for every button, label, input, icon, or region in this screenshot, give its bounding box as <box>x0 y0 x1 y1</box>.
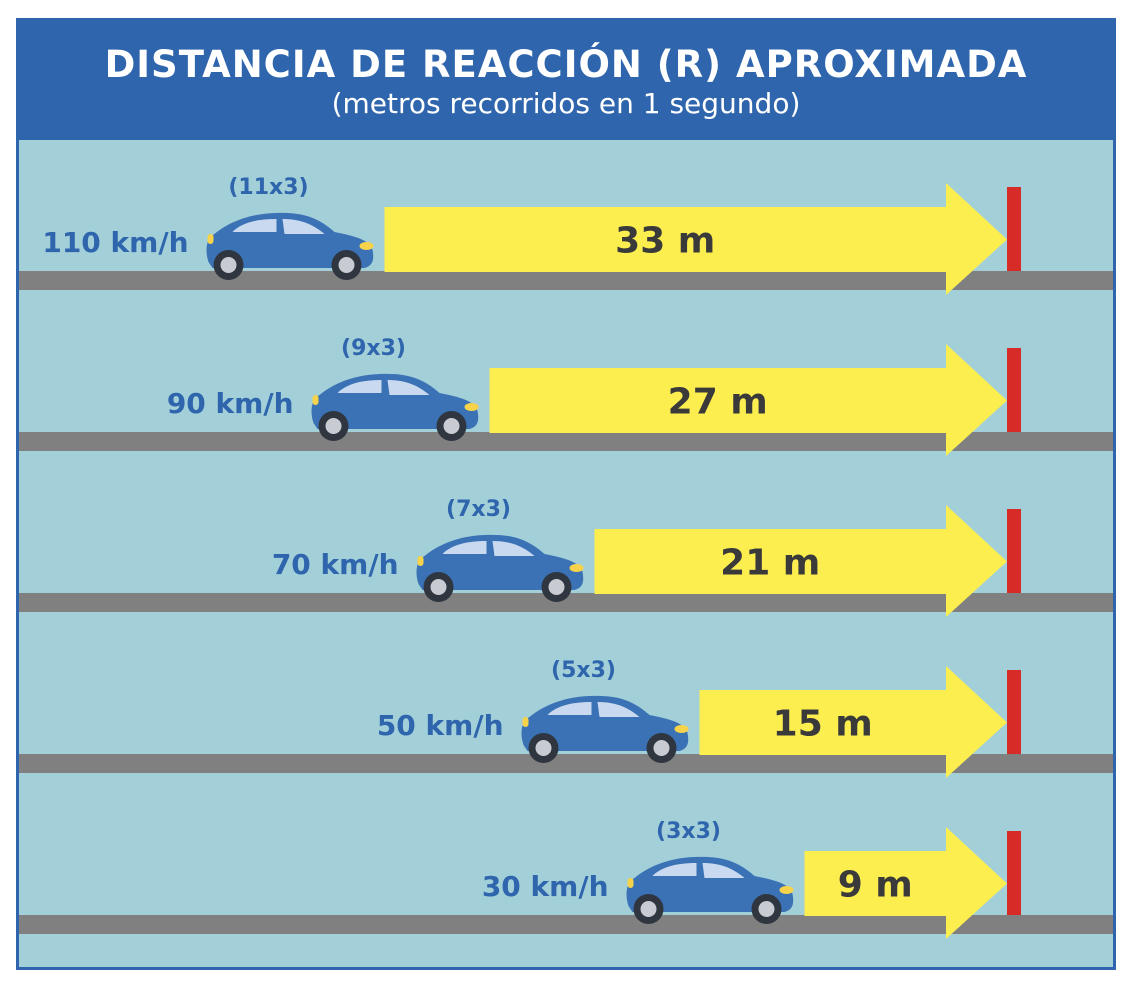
speed-label: 110 km/h <box>42 226 188 259</box>
car-headlight <box>674 725 689 733</box>
car-headlight <box>779 886 794 894</box>
stop-post <box>1007 831 1021 915</box>
car-window <box>652 863 697 876</box>
road <box>19 271 1113 290</box>
speed-label: 70 km/h <box>272 548 399 581</box>
car-headlight <box>359 242 374 250</box>
car-window <box>597 702 640 717</box>
distance-arrow <box>804 827 1007 939</box>
row-90kmh: 27 m (9x3) 90 km/h <box>19 336 1113 456</box>
distance-arrow <box>384 183 1007 295</box>
car-icon <box>521 695 689 763</box>
distance-arrow <box>489 344 1007 456</box>
infographic-frame: DISTANCIA DE REACCIÓN (R) APROXIMADA (me… <box>16 18 1116 970</box>
car-icon <box>416 534 584 602</box>
car-icon <box>311 373 479 441</box>
car-tail-light <box>627 878 634 888</box>
distance-label: 9 m <box>838 865 913 906</box>
distance-label: 21 m <box>720 543 820 584</box>
distance-arrow <box>594 505 1007 617</box>
road <box>19 593 1113 612</box>
speed-label: 50 km/h <box>377 709 504 742</box>
car-window <box>282 219 325 234</box>
car-hub <box>443 418 460 434</box>
car-window <box>492 541 535 556</box>
stop-post <box>1007 187 1021 271</box>
car-icon <box>626 856 794 924</box>
car-tail-light <box>522 717 529 727</box>
car-hub <box>325 418 342 434</box>
car-window <box>442 541 487 554</box>
stop-post <box>1007 670 1021 754</box>
car-hub <box>653 740 670 756</box>
formula-label: (5x3) <box>551 658 616 683</box>
formula-label: (9x3) <box>341 336 406 361</box>
distance-arrow <box>699 666 1007 778</box>
distance-label: 27 m <box>668 382 768 423</box>
car-headlight <box>569 564 584 572</box>
header: DISTANCIA DE REACCIÓN (R) APROXIMADA (me… <box>19 21 1113 140</box>
car-icon <box>206 212 374 280</box>
stop-post <box>1007 348 1021 432</box>
distance-label: 33 m <box>615 221 715 262</box>
car-hub <box>640 901 657 917</box>
car-hub <box>548 579 565 595</box>
car-hub <box>338 257 355 273</box>
car-hub <box>220 257 237 273</box>
speed-label: 30 km/h <box>482 870 609 903</box>
row-110kmh: 33 m (11x3) 110 km/h <box>19 175 1113 295</box>
car-hub <box>758 901 775 917</box>
road <box>19 432 1113 451</box>
title: DISTANCIA DE REACCIÓN (R) APROXIMADA <box>104 43 1028 86</box>
car-window <box>232 219 277 232</box>
row-70kmh: 21 m (7x3) 70 km/h <box>19 497 1113 617</box>
car-window <box>547 702 592 715</box>
car-window <box>387 380 430 395</box>
stop-post <box>1007 509 1021 593</box>
car-hub <box>430 579 447 595</box>
road <box>19 915 1113 934</box>
car-tail-light <box>312 395 319 405</box>
row-50kmh: 15 m (5x3) 50 km/h <box>19 658 1113 778</box>
formula-label: (11x3) <box>228 175 308 200</box>
road <box>19 754 1113 773</box>
subtitle: (metros recorridos en 1 segundo) <box>331 87 801 120</box>
car-window <box>702 863 745 878</box>
distance-label: 15 m <box>773 704 873 745</box>
speed-label: 90 km/h <box>167 387 294 420</box>
car-headlight <box>464 403 479 411</box>
car-hub <box>535 740 552 756</box>
car-window <box>337 380 382 393</box>
car-tail-light <box>417 556 424 566</box>
car-tail-light <box>207 234 214 244</box>
formula-label: (3x3) <box>656 819 721 844</box>
row-30kmh: 9 m (3x3) 30 km/h <box>19 819 1113 939</box>
formula-label: (7x3) <box>446 497 511 522</box>
